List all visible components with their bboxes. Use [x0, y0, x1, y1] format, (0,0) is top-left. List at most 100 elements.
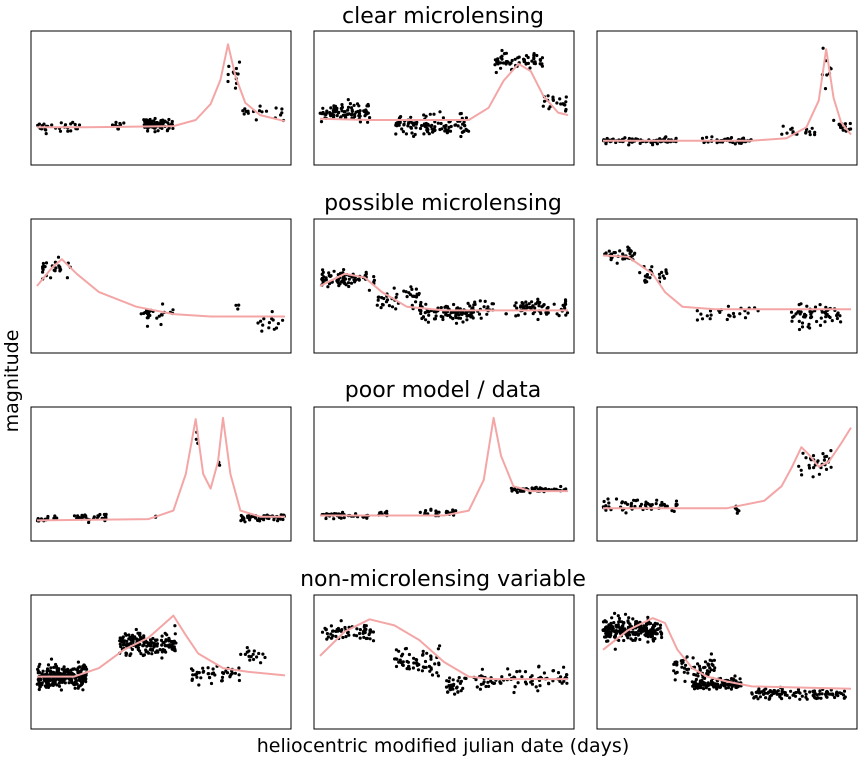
data-point	[610, 616, 614, 620]
data-point	[545, 306, 550, 310]
data-point	[499, 66, 503, 70]
data-point	[414, 661, 418, 665]
data-point	[464, 116, 468, 120]
data-point	[104, 512, 108, 517]
data-point	[245, 646, 249, 650]
data-point	[63, 671, 67, 676]
data-point	[392, 286, 396, 290]
data-point	[486, 680, 490, 684]
data-point	[772, 691, 776, 696]
model-curve	[37, 614, 286, 678]
data-point	[190, 677, 194, 681]
data-point	[119, 645, 123, 649]
data-point	[675, 663, 679, 667]
data-point	[383, 511, 387, 515]
data-point	[816, 696, 820, 700]
data-point	[824, 315, 828, 319]
data-point	[324, 276, 328, 280]
panel-grid	[30, 30, 858, 730]
data-point	[799, 468, 803, 472]
data-point	[790, 319, 794, 323]
data-point	[686, 671, 690, 675]
data-point	[394, 307, 398, 311]
data-point	[828, 315, 832, 320]
data-point	[239, 519, 243, 523]
data-point	[52, 672, 57, 676]
data-point	[267, 321, 271, 325]
data-point	[68, 672, 72, 676]
data-point	[423, 311, 427, 315]
data-point	[618, 249, 622, 253]
data-point	[357, 111, 362, 116]
data-point	[679, 659, 683, 663]
data-point	[651, 143, 655, 147]
data-point	[272, 327, 276, 331]
data-point	[260, 110, 264, 114]
data-point	[57, 684, 62, 688]
data-point	[134, 627, 138, 632]
data-point	[478, 299, 482, 303]
data-point	[76, 660, 80, 664]
data-point	[73, 686, 77, 690]
data-point	[449, 124, 453, 129]
data-point	[344, 283, 348, 287]
data-point	[448, 129, 453, 133]
data-point	[697, 682, 701, 687]
panel-frame	[596, 594, 858, 730]
data-point	[382, 296, 386, 301]
data-point	[197, 683, 201, 687]
data-point	[426, 320, 430, 324]
data-point	[53, 514, 57, 518]
data-point	[613, 611, 617, 616]
data-point	[48, 672, 53, 677]
data-point	[45, 677, 49, 681]
data-point	[36, 667, 40, 671]
data-point	[421, 652, 425, 657]
data-point	[629, 637, 633, 641]
data-point	[87, 520, 91, 525]
data-point	[123, 639, 127, 643]
data-point	[416, 293, 421, 297]
data-point	[812, 466, 816, 470]
data-point	[725, 317, 729, 322]
data-point	[411, 294, 415, 298]
data-point	[41, 264, 46, 268]
data-point	[712, 685, 716, 689]
data-point	[424, 509, 428, 513]
data-point	[457, 676, 461, 680]
data-point	[78, 678, 82, 682]
data-point	[463, 311, 468, 316]
data-point	[446, 130, 450, 134]
data-point	[493, 63, 497, 67]
data-point	[36, 671, 40, 675]
data-point	[612, 635, 617, 639]
data-point	[170, 645, 174, 649]
data-point	[758, 695, 763, 699]
data-point	[645, 275, 649, 279]
data-point	[130, 647, 134, 652]
x-axis-label: heliocentric modified julian date (days)	[257, 735, 630, 757]
data-point	[424, 318, 428, 322]
data-point	[346, 281, 351, 285]
data-point	[433, 125, 437, 129]
data-point	[409, 285, 413, 289]
data-point	[414, 287, 418, 291]
data-point	[69, 129, 73, 133]
data-point	[542, 303, 546, 307]
data-point	[735, 511, 739, 515]
row-title-possible-microlensing: possible microlensing	[324, 191, 562, 216]
data-point	[622, 621, 626, 625]
data-point	[789, 127, 793, 131]
panel-frame	[313, 218, 575, 354]
data-point	[532, 57, 536, 61]
data-point	[114, 120, 118, 124]
data-point	[59, 688, 64, 692]
data-point	[731, 311, 736, 316]
data-point	[420, 669, 424, 673]
data-point	[395, 657, 399, 661]
data-point	[672, 669, 676, 673]
data-point	[692, 672, 696, 677]
data-point	[343, 625, 347, 630]
data-point	[675, 503, 679, 507]
